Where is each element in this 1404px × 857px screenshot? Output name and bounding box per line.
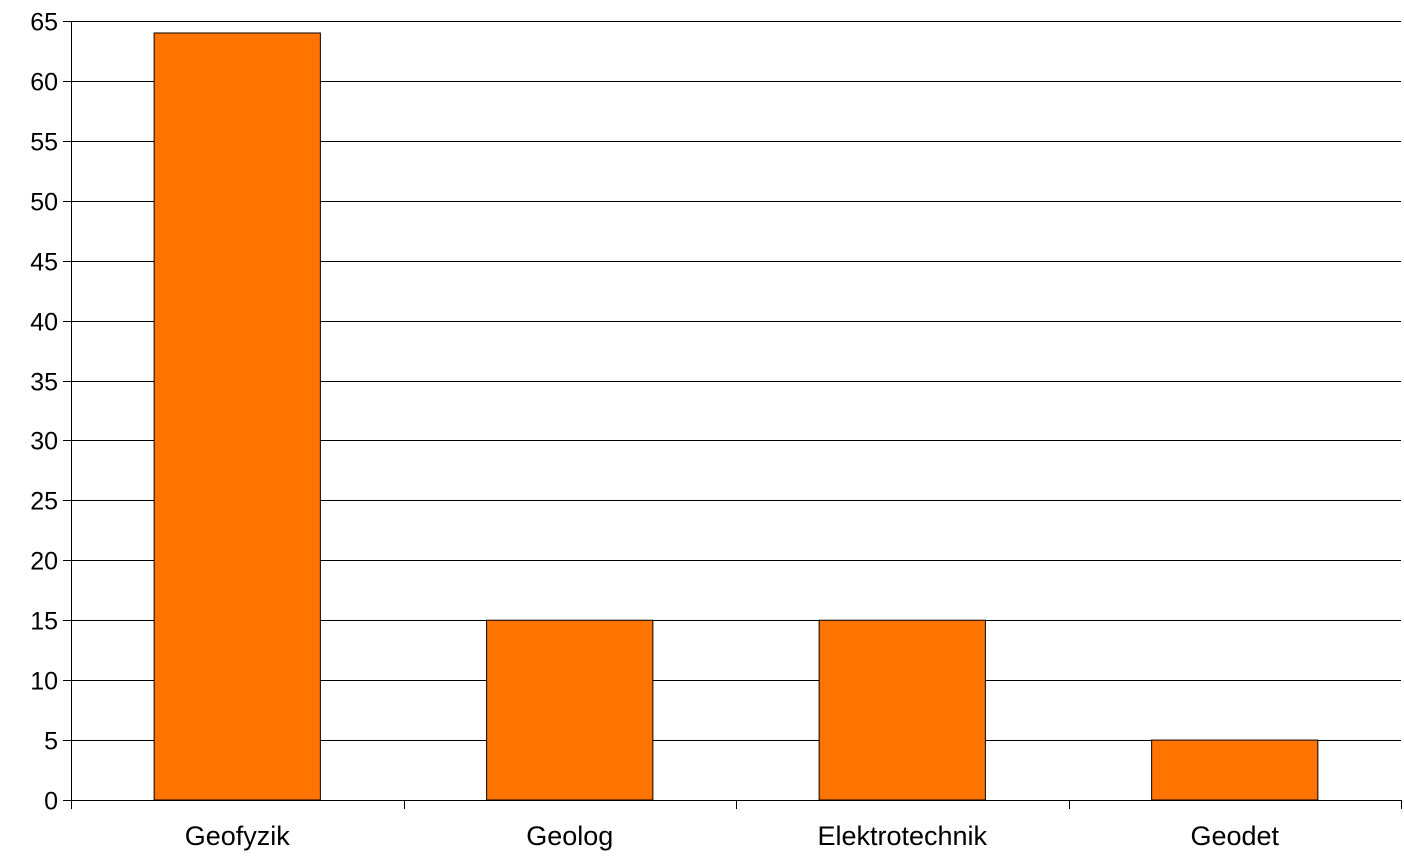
bars — [154, 33, 1318, 800]
x-tick-label: Geofyzik — [185, 821, 291, 851]
bar-geolog — [487, 620, 653, 800]
y-tick-label: 20 — [30, 548, 58, 576]
x-tick-labels: Geofyzik Geolog Elektrotechnik Geodet — [185, 821, 1280, 851]
y-tick-label: 50 — [30, 189, 58, 217]
bar-geofyzik — [154, 33, 320, 800]
y-tick-label: 40 — [30, 309, 58, 337]
x-tick-label: Geolog — [526, 821, 613, 851]
y-tick-label: 25 — [30, 488, 58, 516]
x-tick-label: Elektrotechnik — [817, 821, 987, 851]
y-tick-label: 65 — [30, 9, 58, 37]
y-tick-label: 55 — [30, 129, 58, 157]
y-tick-label: 15 — [30, 608, 58, 636]
y-tick-labels: 0 5 10 15 20 25 30 35 40 45 50 55 60 65 — [30, 9, 58, 816]
y-tick-label: 30 — [30, 428, 58, 456]
bar-geodet — [1152, 740, 1318, 800]
y-tick-label: 35 — [30, 369, 58, 397]
y-tick-label: 5 — [44, 728, 58, 756]
y-tick-label: 60 — [30, 69, 58, 97]
y-tick-label: 10 — [30, 668, 58, 696]
bar-elektrotechnik — [819, 620, 985, 800]
y-tick-label: 45 — [30, 249, 58, 277]
x-tick-label: Geodet — [1190, 821, 1279, 851]
y-tick-label: 0 — [44, 788, 58, 816]
